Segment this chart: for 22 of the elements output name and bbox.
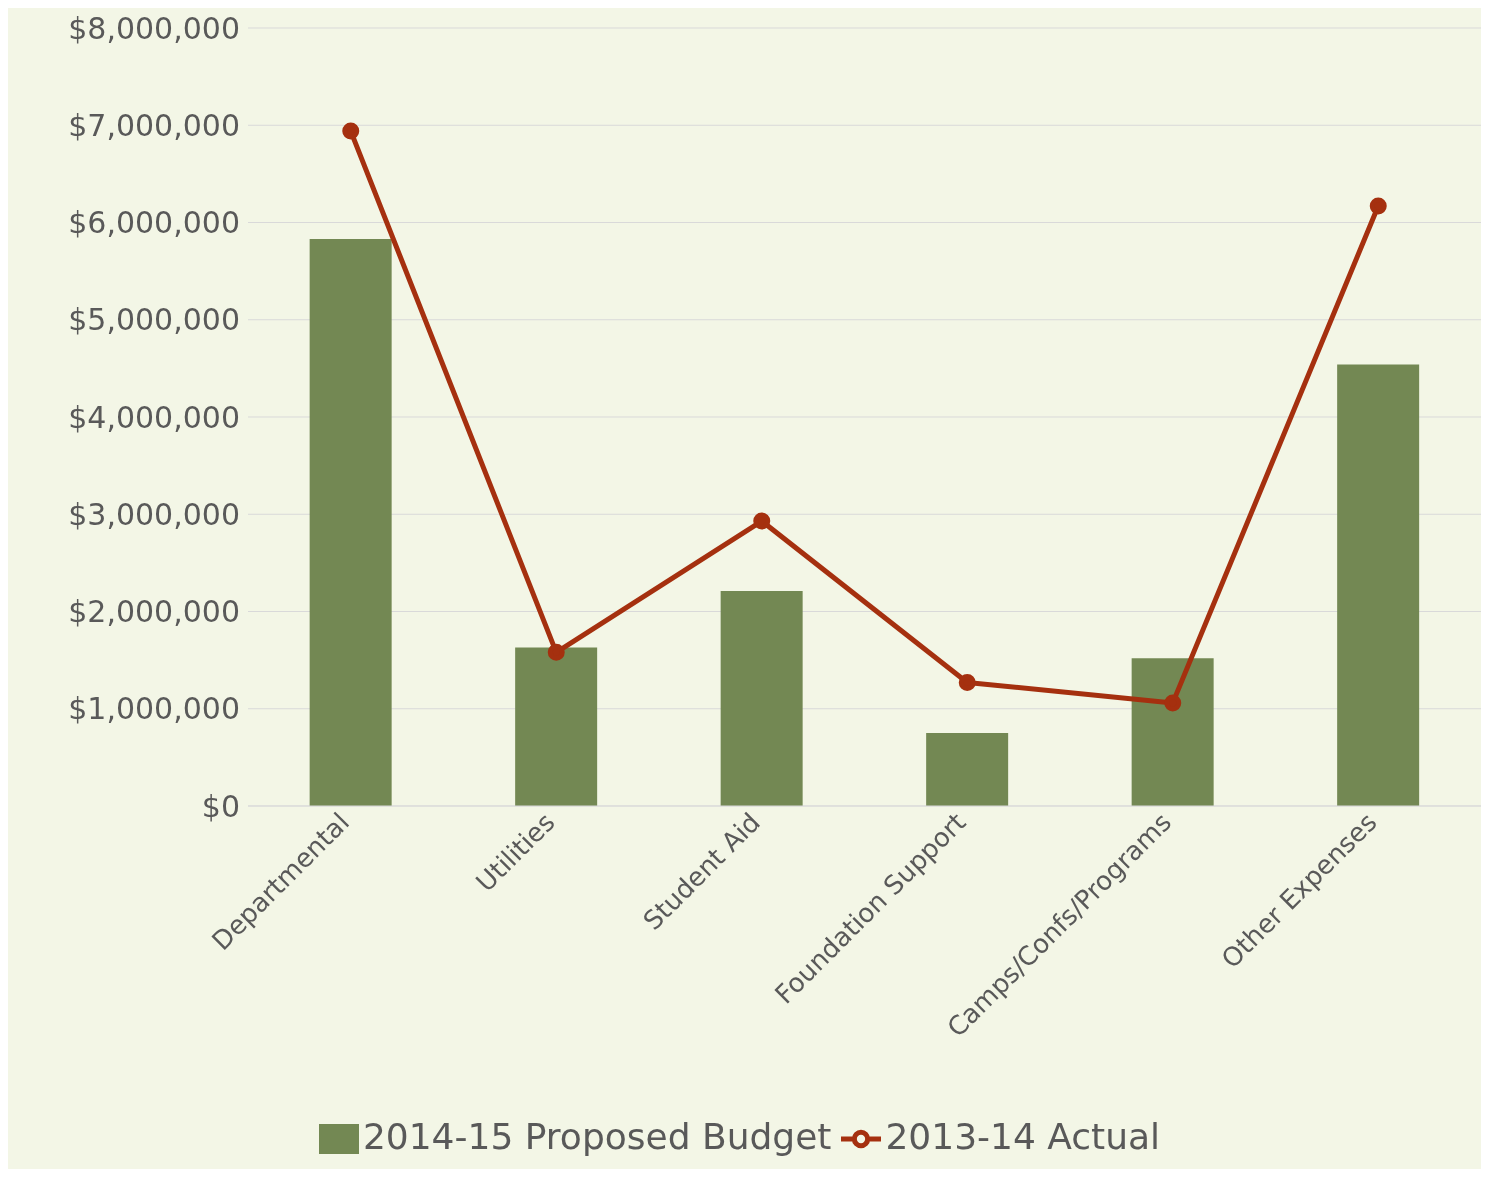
- bar: [1131, 658, 1214, 806]
- point: [342, 122, 360, 140]
- y-tick-label: $4,000,000: [68, 399, 240, 435]
- point: [753, 512, 771, 530]
- point: [958, 673, 976, 691]
- y-tick-label: $5,000,000: [68, 302, 240, 338]
- legend-label: 2013-14 Actual: [885, 1116, 1161, 1157]
- point: [1164, 694, 1182, 712]
- point: [547, 643, 565, 661]
- y-tick-label: $3,000,000: [68, 496, 240, 532]
- y-tick-label: $7,000,000: [68, 107, 240, 143]
- bar: [926, 733, 1009, 806]
- bar: [720, 591, 803, 806]
- bar: [309, 239, 392, 806]
- y-tick-label: $6,000,000: [68, 205, 240, 241]
- bar: [1337, 364, 1420, 806]
- y-tick-label: $8,000,000: [68, 10, 240, 46]
- point: [1369, 197, 1387, 215]
- bar: [515, 647, 598, 806]
- legend-label: 2014-15 Proposed Budget: [362, 1116, 832, 1157]
- y-tick-label: $1,000,000: [68, 691, 240, 727]
- y-tick-label: $2,000,000: [68, 594, 240, 630]
